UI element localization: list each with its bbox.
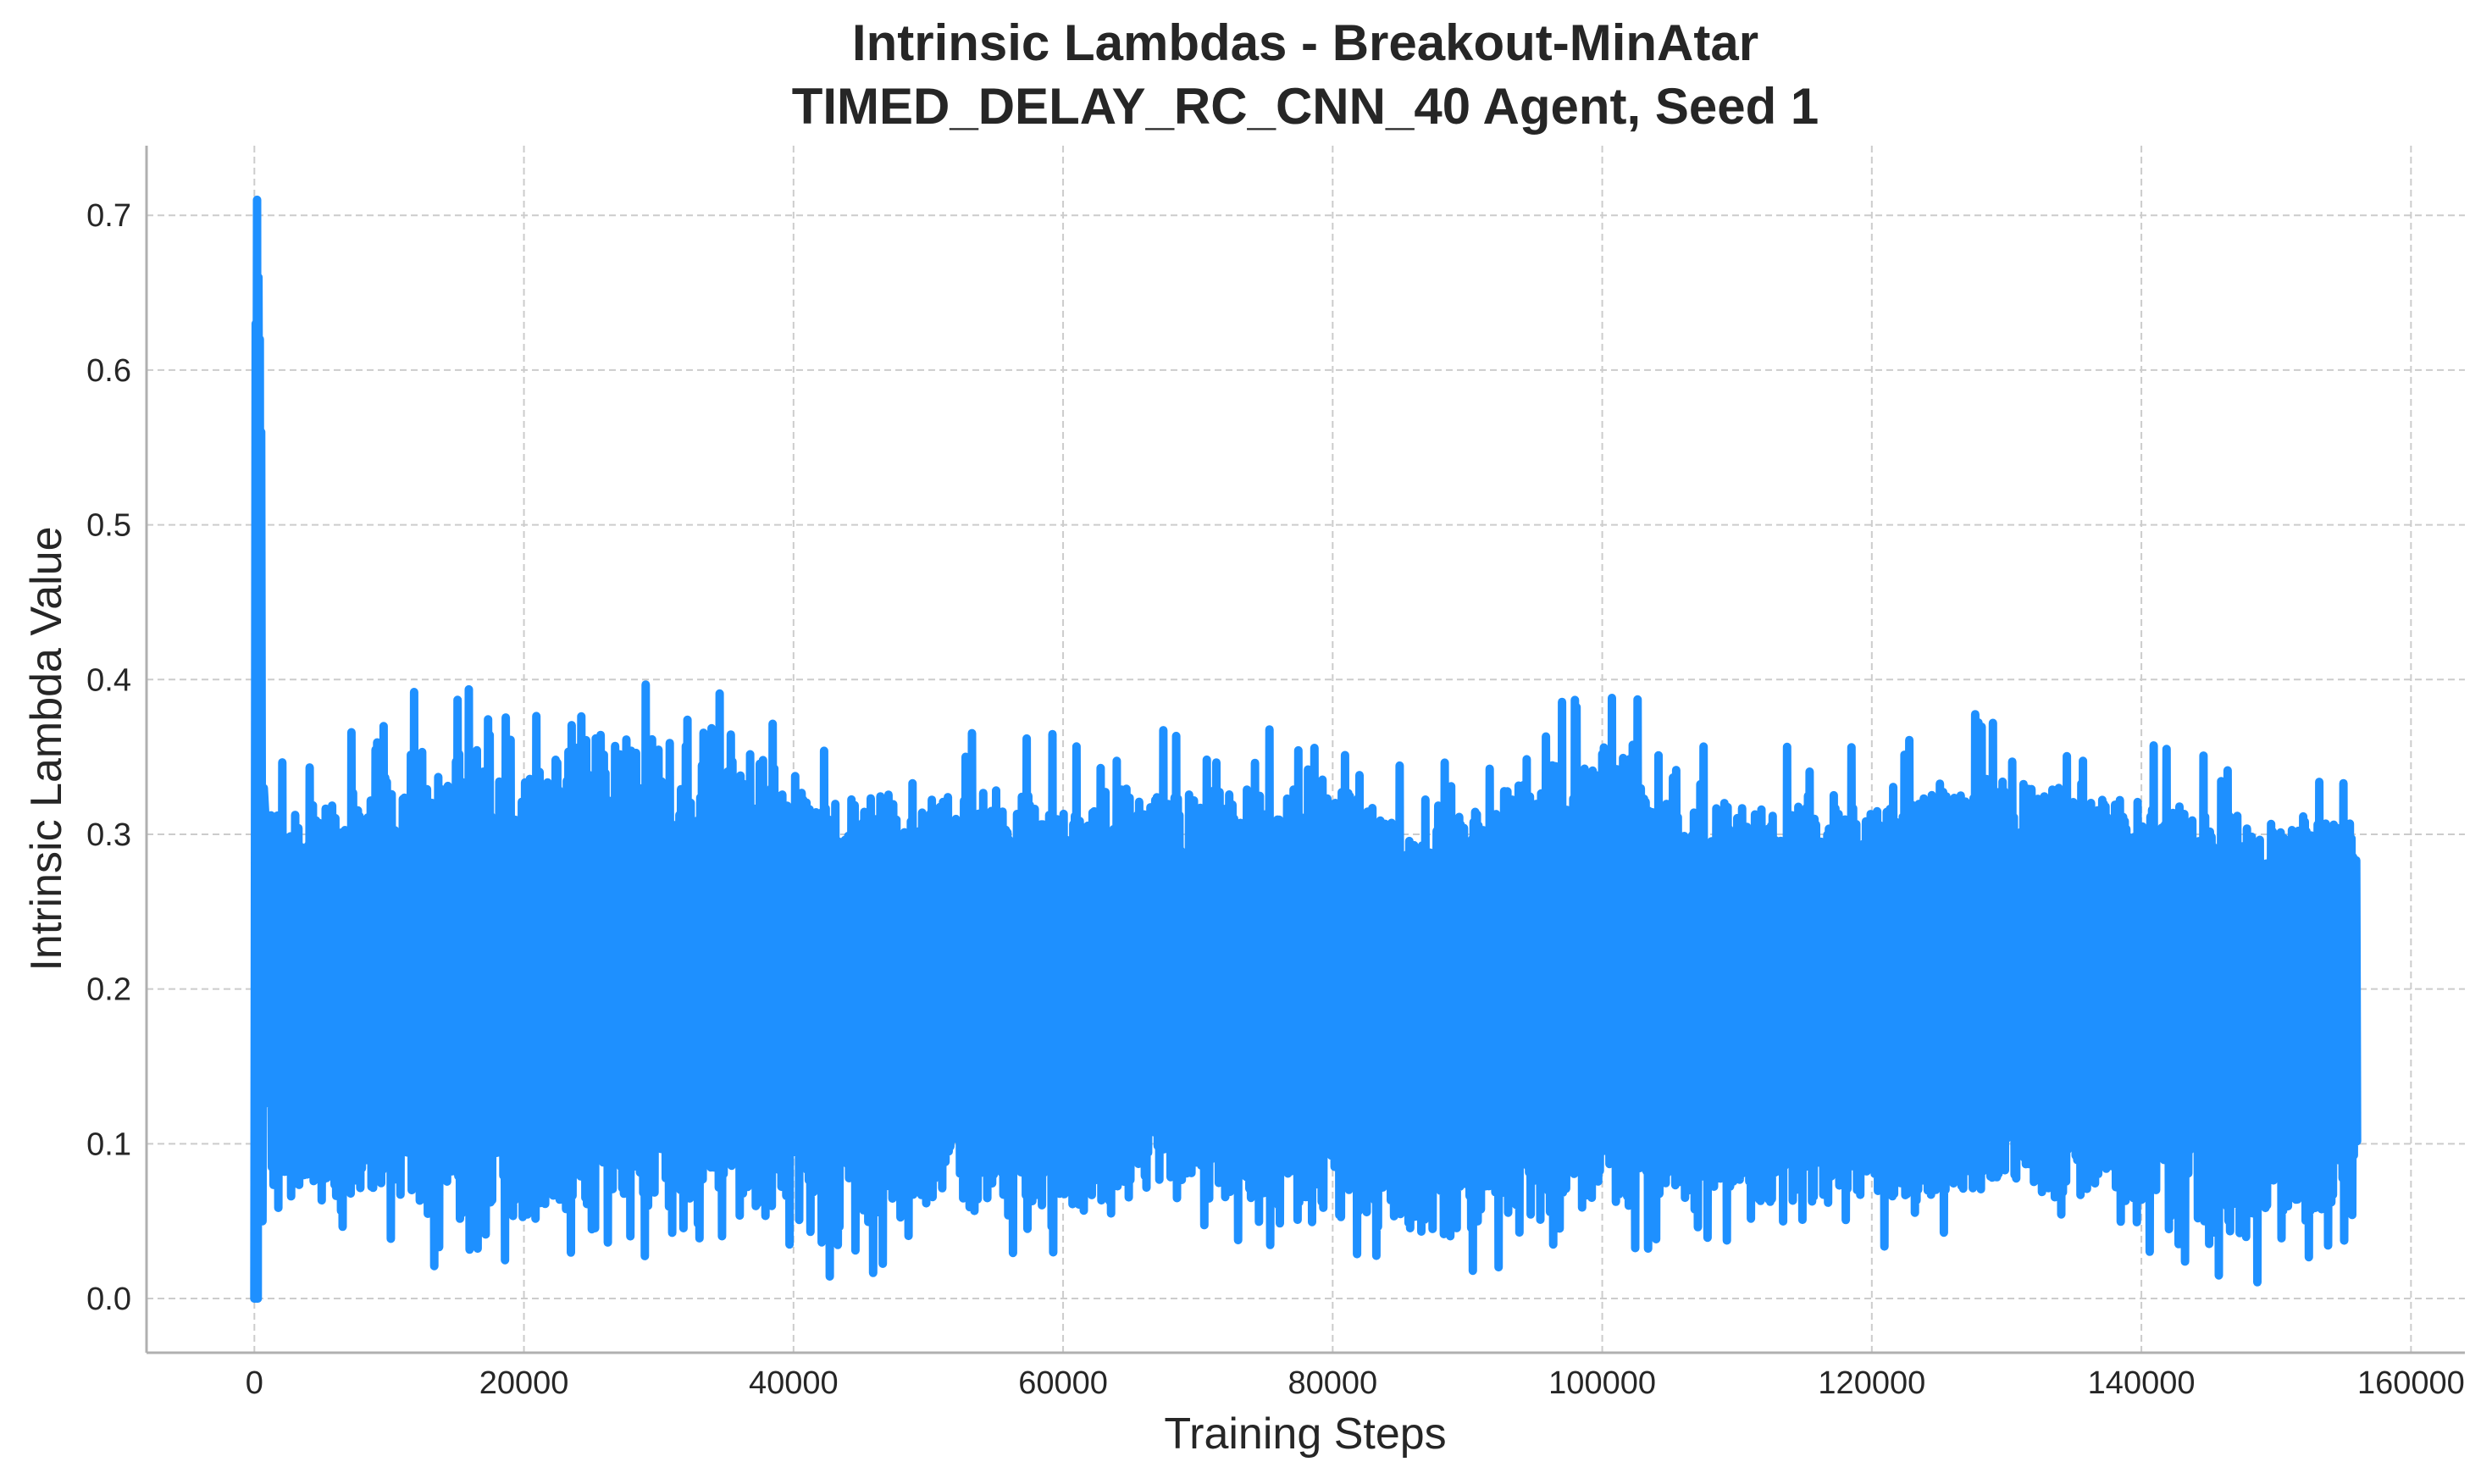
y-tick-label: 0.2 (86, 972, 131, 1008)
x-tick-label: 40000 (749, 1365, 839, 1401)
x-tick-label: 140000 (2088, 1365, 2196, 1401)
x-tick-label: 120000 (1818, 1365, 1925, 1401)
y-tick-label: 0.7 (86, 198, 131, 234)
data-line (250, 195, 2362, 1304)
x-tick-label: 60000 (1018, 1365, 1108, 1401)
y-tick-label: 0.6 (86, 353, 131, 389)
chart-title: Intrinsic Lambdas - Breakout-MinAtar (852, 14, 1758, 71)
x-tick-label: 20000 (479, 1365, 569, 1401)
x-tick-label: 160000 (2357, 1365, 2465, 1401)
x-tick-label: 100000 (1548, 1365, 1656, 1401)
y-tick-label: 0.3 (86, 817, 131, 853)
y-tick-labels: 0.0 0.1 0.2 0.3 0.4 0.5 0.6 0.7 (86, 198, 131, 1317)
x-tick-label: 80000 (1288, 1365, 1377, 1401)
series-group (250, 195, 2362, 1304)
x-tick-labels: 0 20000 40000 60000 80000 100000 120000 140000 1… (246, 1365, 2465, 1401)
y-tick-label: 0.0 (86, 1282, 131, 1317)
x-axis-label: Training Steps (1164, 1409, 1446, 1459)
y-tick-label: 0.1 (86, 1127, 131, 1162)
y-axis-label: Intrinsic Lambda Value (22, 526, 71, 971)
x-tick-label: 0 (246, 1365, 263, 1401)
y-tick-label: 0.4 (86, 662, 131, 698)
chart-subtitle: TIMED_DELAY_RC_CNN_40 Agent, Seed 1 (792, 78, 1819, 135)
y-tick-label: 0.5 (86, 508, 131, 544)
